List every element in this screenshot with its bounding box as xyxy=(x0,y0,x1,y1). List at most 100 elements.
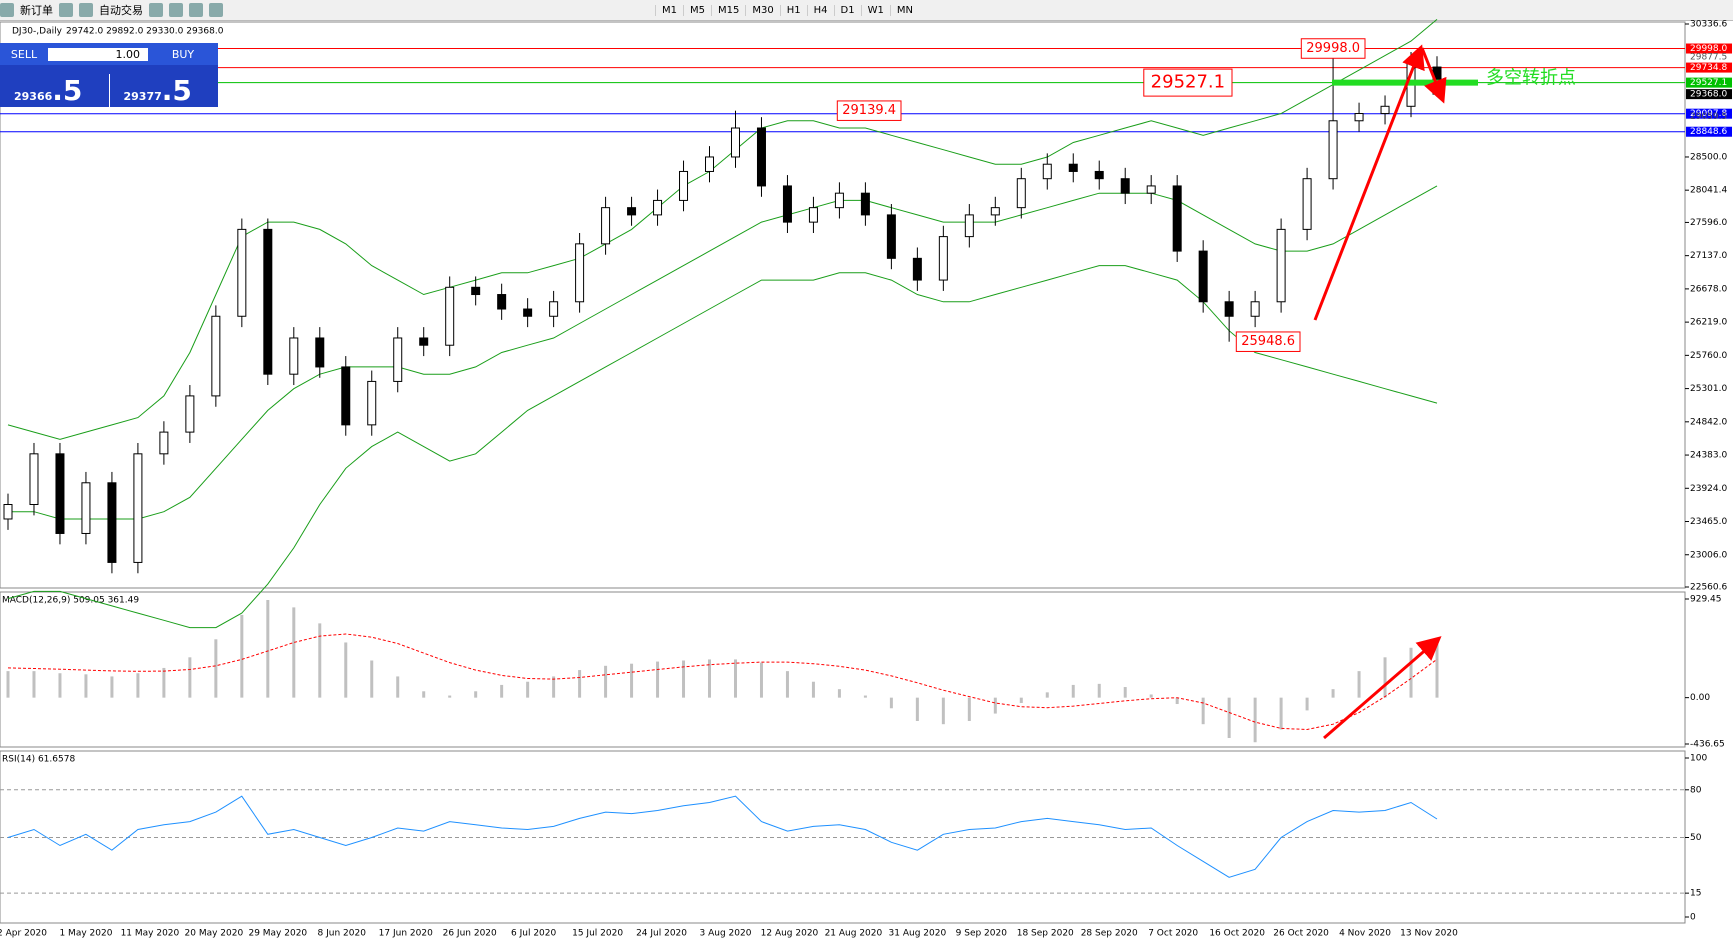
y-tick-label: 23465.0 xyxy=(1690,517,1727,527)
candle-body xyxy=(393,337,403,382)
timeframe[interactable]: M5 xyxy=(683,4,711,16)
y-tick-label: 22560.6 xyxy=(1690,583,1727,593)
timeframe[interactable]: M1 xyxy=(655,4,683,16)
x-tick-label: 26 Jun 2020 xyxy=(443,929,497,939)
autotrading[interactable]: 自动交易 xyxy=(99,4,143,17)
candle-body xyxy=(55,453,65,534)
candle-body xyxy=(1068,163,1078,172)
candle-body xyxy=(1198,250,1208,303)
ohlc-label: 29742.0 29892.0 29330.0 29368.0 xyxy=(66,27,224,37)
x-tick-label: 17 Jun 2020 xyxy=(379,929,433,939)
y-tick-label: 929.45 xyxy=(1690,595,1722,605)
y-tick-label: 23006.0 xyxy=(1690,550,1727,560)
icon[interactable] xyxy=(59,3,73,17)
candle-body xyxy=(1328,120,1338,180)
candle-body xyxy=(523,308,533,317)
y-tick-label: 80 xyxy=(1690,785,1702,795)
candle-body xyxy=(1172,185,1182,252)
candle-body xyxy=(471,286,481,296)
x-tick-label: 24 Jul 2020 xyxy=(636,929,687,939)
annotation-label: 29527.1 xyxy=(1151,72,1225,93)
axis-mark: 29059.5 xyxy=(1690,112,1727,122)
candle-body xyxy=(185,395,195,433)
candle-body xyxy=(1302,178,1312,230)
candle-body xyxy=(419,337,429,346)
x-tick-label: 18 Sep 2020 xyxy=(1017,929,1074,939)
y-tick-label: 25760.0 xyxy=(1690,351,1727,361)
bid-fraction: .5 xyxy=(52,74,83,107)
candle-body xyxy=(445,286,455,346)
candle-body xyxy=(782,185,792,223)
candle-body xyxy=(3,504,13,520)
price-label: 28848.6 xyxy=(1690,127,1727,137)
y-tick-label: 26219.0 xyxy=(1690,318,1727,328)
x-tick-label: 31 Aug 2020 xyxy=(889,929,947,939)
y-tick-label: 24842.0 xyxy=(1690,417,1727,427)
timeframe[interactable]: M15 xyxy=(711,4,745,16)
pivot-text: 多空转折点 xyxy=(1486,68,1576,89)
candle-body xyxy=(938,236,948,281)
x-tick-label: 6 Jul 2020 xyxy=(511,929,556,939)
price-label: 29734.8 xyxy=(1690,63,1727,73)
timeframe[interactable]: W1 xyxy=(860,4,890,16)
rsi-line xyxy=(7,795,1438,878)
icon[interactable] xyxy=(209,3,223,17)
icon[interactable] xyxy=(79,3,93,17)
icon[interactable] xyxy=(189,3,203,17)
timeframe[interactable]: H4 xyxy=(806,4,834,16)
price-box xyxy=(1686,62,1732,73)
icon[interactable] xyxy=(149,3,163,17)
candle-body xyxy=(705,156,715,172)
icon[interactable] xyxy=(0,3,14,17)
lots-input[interactable]: 1.00 xyxy=(48,47,148,61)
candle-body xyxy=(1042,163,1052,180)
price-label: 29097.8 xyxy=(1690,109,1727,119)
candle-body xyxy=(834,192,844,209)
timeframe[interactable]: MN xyxy=(889,4,919,16)
candle-body xyxy=(886,214,896,259)
buy-button[interactable]: BUY xyxy=(171,47,195,61)
y-tick-label: 25301.0 xyxy=(1690,384,1727,394)
x-tick-label: 9 Sep 2020 xyxy=(956,929,1008,939)
axis-mark: 29877.5 xyxy=(1690,53,1727,63)
y-tick-label: 50 xyxy=(1690,833,1702,843)
x-tick-label: 8 Jun 2020 xyxy=(318,929,367,939)
candle-body xyxy=(1094,170,1104,180)
candle-body xyxy=(289,337,299,375)
macd-signal xyxy=(7,633,1438,731)
candle-body xyxy=(1354,113,1364,122)
candle-body xyxy=(1276,228,1286,303)
candle-body xyxy=(159,431,169,455)
x-tick-label: 29 May 2020 xyxy=(248,929,307,939)
candle-body xyxy=(81,482,91,534)
main-panel xyxy=(0,21,1686,589)
annotation-box xyxy=(836,100,902,121)
candle-body xyxy=(237,228,247,317)
timeframe[interactable]: H1 xyxy=(779,4,807,16)
ask-fraction: .5 xyxy=(161,74,192,107)
price-box xyxy=(1686,77,1732,88)
y-tick-label: 23924.0 xyxy=(1690,484,1727,494)
y-tick-label: 27137.0 xyxy=(1690,251,1727,261)
x-tick-label: 12 Aug 2020 xyxy=(761,929,819,939)
candle-body xyxy=(1146,185,1156,194)
timeframes: M1 M5 M15 M30 H1 H4 D1 W1 MN xyxy=(655,4,919,16)
candle-body xyxy=(964,214,974,238)
timeframe[interactable]: M30 xyxy=(745,4,779,16)
candle-body xyxy=(808,207,818,223)
icon[interactable] xyxy=(169,3,183,17)
annotation-box xyxy=(1300,38,1366,59)
x-tick-label: 2 Apr 2020 xyxy=(0,929,47,939)
arrow xyxy=(1420,47,1447,104)
sell-button[interactable]: SELL xyxy=(10,47,38,61)
timeframe[interactable]: D1 xyxy=(833,4,861,16)
price-box xyxy=(1686,126,1732,137)
new-order[interactable]: 新订单 xyxy=(20,4,53,17)
macd-panel xyxy=(0,591,1686,748)
candle-body xyxy=(627,207,637,216)
x-tick-label: 11 May 2020 xyxy=(121,929,180,939)
y-tick-label: 24383.0 xyxy=(1690,451,1727,461)
trade-panel: SELL 1.00 BUY 29366.5 29377.5 xyxy=(0,43,218,107)
